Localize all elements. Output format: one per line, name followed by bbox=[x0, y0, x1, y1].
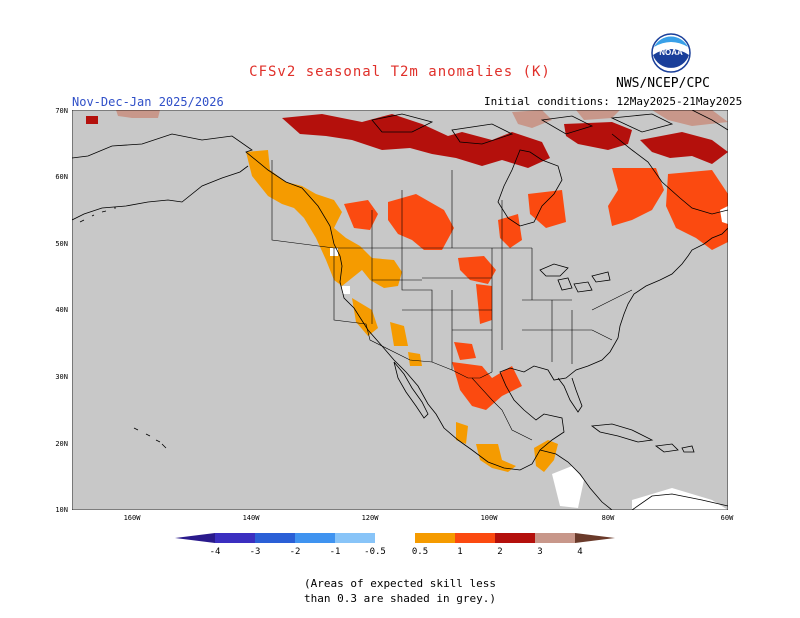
noaa-logo: NOAA bbox=[651, 33, 691, 73]
lat-label-50n: 50N bbox=[55, 240, 68, 248]
colorbar-swatch-gt-4 bbox=[575, 533, 615, 543]
lat-label-60n: 60N bbox=[55, 173, 68, 181]
skill-note-line1: (Areas of expected skill less bbox=[303, 577, 497, 590]
lon-label-120w: 120W bbox=[361, 514, 379, 522]
colorbar-swatch-lt-neg4 bbox=[175, 533, 215, 543]
colorbar-swatch-neg4-neg3 bbox=[215, 533, 255, 543]
color-scale-bar bbox=[175, 533, 615, 543]
skill-note-line2: than 0.3 are shaded in grey.) bbox=[303, 592, 497, 605]
initial-conditions: Initial conditions: 12May2025-21May2025 bbox=[484, 95, 743, 108]
lat-label-20n: 20N bbox=[55, 440, 68, 448]
logo-text: NOAA bbox=[659, 48, 683, 57]
colorbar-label: 1 bbox=[457, 547, 463, 557]
lon-label-100w: 100W bbox=[480, 514, 498, 522]
lat-label-30n: 30N bbox=[55, 373, 68, 381]
colorbar-swatch-neutral bbox=[375, 533, 415, 543]
colorbar-label: -3 bbox=[249, 547, 261, 557]
lon-label-140w: 140W bbox=[242, 514, 260, 522]
colorbar-label: 0.5 bbox=[411, 547, 429, 557]
colorbar-label: -0.5 bbox=[364, 547, 386, 557]
forecast-period: Nov-Dec-Jan 2025/2026 bbox=[72, 95, 224, 109]
colorbar-label: 2 bbox=[497, 547, 503, 557]
lon-label-60w: 60W bbox=[720, 514, 734, 522]
colorbar-label: -1 bbox=[329, 547, 341, 557]
colorbar-swatch-neg2-neg1 bbox=[295, 533, 335, 543]
lon-label-80w: 80W bbox=[601, 514, 615, 522]
colorbar-label: 3 bbox=[537, 547, 543, 557]
colorbar-swatch-neg3-neg2 bbox=[255, 533, 295, 543]
lon-label-160w: 160W bbox=[123, 514, 141, 522]
colorbar-swatch-neg1-neg05 bbox=[335, 533, 375, 543]
map-title: CFSv2 seasonal T2m anomalies (K) bbox=[249, 64, 551, 80]
colorbar-label: 4 bbox=[577, 547, 583, 557]
colorbar-swatch-3-4 bbox=[535, 533, 575, 543]
colorbar-swatch-05-1 bbox=[415, 533, 455, 543]
colorbar-swatch-1-2 bbox=[455, 533, 495, 543]
coastlines-and-borders bbox=[72, 110, 728, 510]
colorbar-label: -2 bbox=[289, 547, 301, 557]
colorbar-label: -4 bbox=[209, 547, 221, 557]
lat-label-10n: 10N bbox=[55, 506, 68, 514]
anomaly-patches bbox=[86, 110, 728, 510]
colorbar-swatch-2-3 bbox=[495, 533, 535, 543]
lat-label-40n: 40N bbox=[55, 306, 68, 314]
state-province-borders bbox=[271, 160, 633, 441]
agency-label: NWS/NCEP/CPC bbox=[616, 76, 710, 91]
anomaly-map bbox=[72, 110, 728, 510]
lat-label-70n: 70N bbox=[55, 107, 68, 115]
